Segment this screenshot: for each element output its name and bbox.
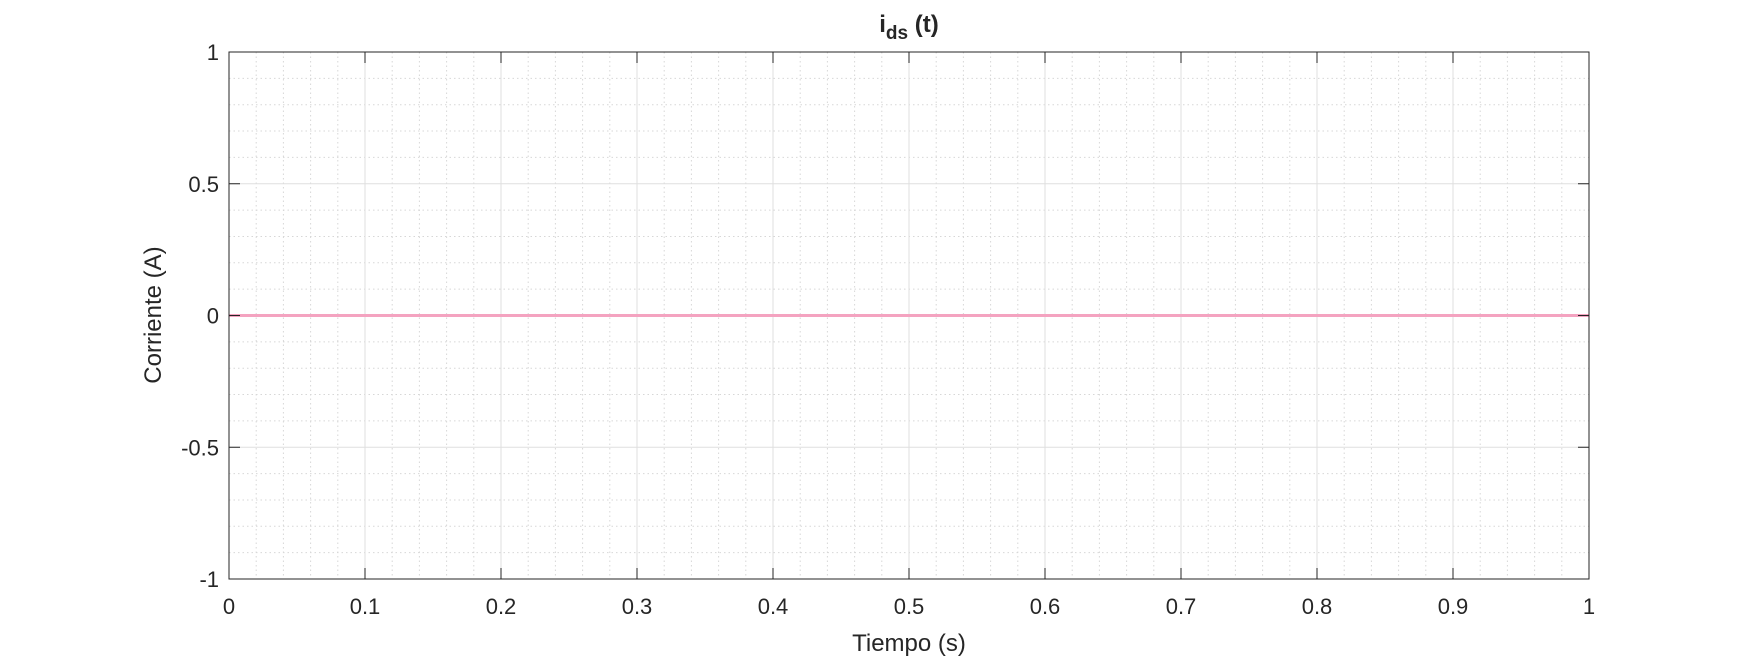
y-tick-label: 1 bbox=[207, 40, 219, 65]
x-tick-label: 0.2 bbox=[486, 594, 517, 619]
x-tick-label: 0.4 bbox=[758, 594, 789, 619]
y-tick-label: 0 bbox=[207, 304, 219, 329]
x-axis-label: Tiempo (s) bbox=[852, 630, 966, 656]
x-tick-labels: 0 0.1 0.2 0.3 0.4 0.5 0.6 0.7 0.8 0.9 1 bbox=[223, 594, 1595, 619]
x-tick-label: 0.9 bbox=[1438, 594, 1469, 619]
y-tick-label: -0.5 bbox=[181, 435, 219, 460]
y-tick-labels: -1 -0.5 0 0.5 1 bbox=[181, 40, 219, 592]
chart-title-main: i bbox=[879, 11, 886, 38]
x-tick-label: 0.1 bbox=[350, 594, 381, 619]
y-tick-label: 0.5 bbox=[188, 172, 219, 197]
y-axis-label: Corriente (A) bbox=[140, 246, 167, 383]
x-tick-label: 0.6 bbox=[1030, 594, 1061, 619]
x-tick-label: 0.3 bbox=[622, 594, 653, 619]
x-tick-label: 0 bbox=[223, 594, 235, 619]
chart-title-suffix: (t) bbox=[908, 11, 939, 38]
x-tick-label: 0.5 bbox=[894, 594, 925, 619]
x-tick-label: 0.7 bbox=[1166, 594, 1197, 619]
x-tick-label: 0.8 bbox=[1302, 594, 1333, 619]
x-tick-label: 1 bbox=[1583, 594, 1595, 619]
chart-title: ids (t) bbox=[879, 11, 939, 44]
chart-title-subscript: ds bbox=[886, 23, 908, 44]
y-tick-label: -1 bbox=[199, 567, 219, 592]
tick-marks bbox=[228, 51, 1590, 580]
